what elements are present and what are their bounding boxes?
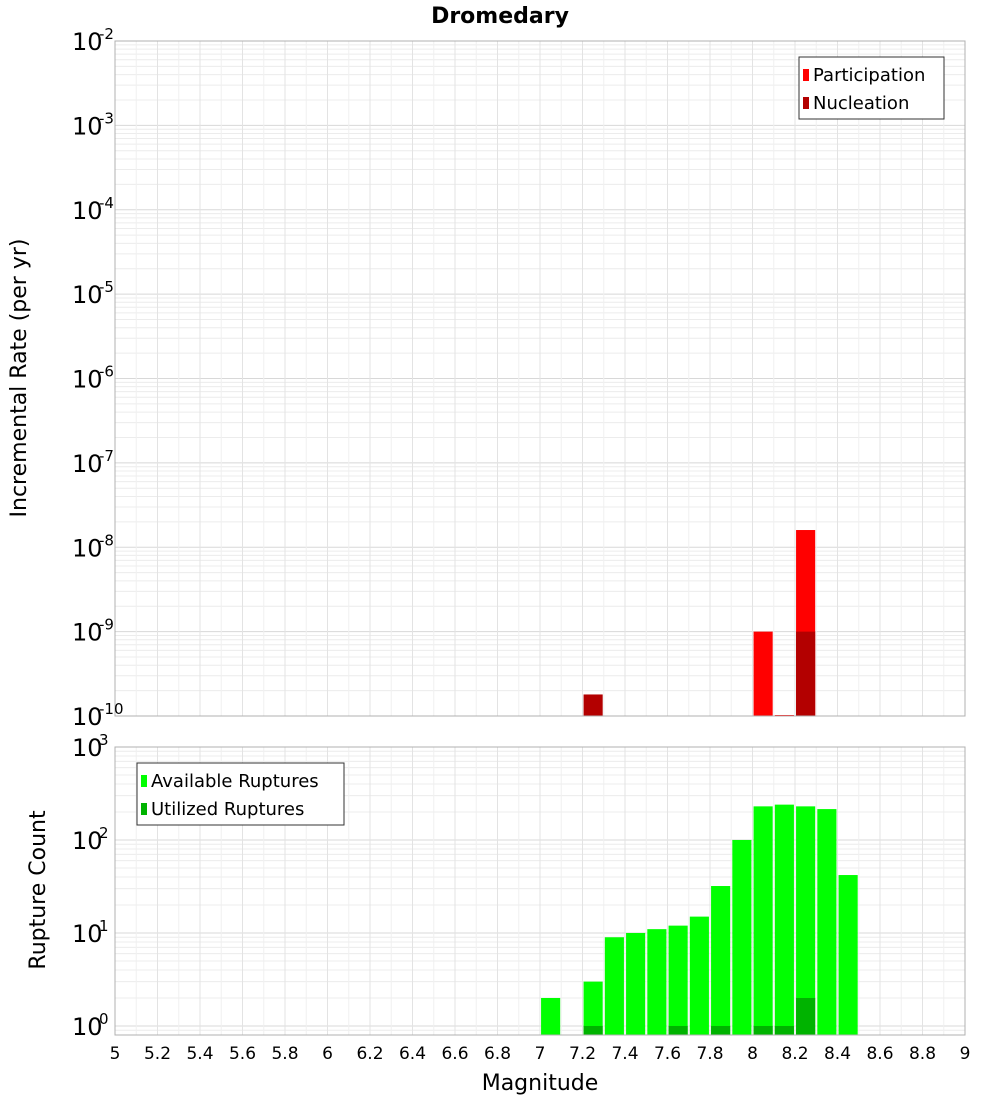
x-axis-label: Magnitude (482, 1071, 599, 1096)
y-tick-exponent: -4 (99, 194, 114, 212)
legend-label: Participation (813, 65, 925, 86)
legend-label: Available Ruptures (151, 771, 319, 792)
y-tick-exponent: -8 (99, 531, 114, 549)
bar-utilized-ruptures (711, 1025, 731, 1035)
x-tick-label: 5.6 (229, 1044, 256, 1064)
bar-nucleation (796, 631, 816, 716)
chart-title: Dromedary (431, 4, 569, 29)
legend-label: Nucleation (813, 93, 909, 114)
y-tick-label: 10 (72, 534, 103, 562)
y-tick-label: 10 (72, 450, 103, 478)
bar-available-ruptures (668, 925, 688, 1035)
y-tick-label: 10 (72, 112, 103, 140)
y-tick-exponent: 1 (99, 917, 109, 935)
x-tick-label: 8 (747, 1044, 758, 1064)
bar-available-ruptures (774, 804, 794, 1035)
x-tick-label: 7.2 (569, 1044, 596, 1064)
y-tick-exponent: 2 (99, 824, 109, 842)
top-y-axis-label: Incremental Rate (per yr) (7, 239, 32, 518)
plot-frame (114, 40, 966, 717)
y-tick-exponent: -5 (99, 278, 114, 296)
bar-available-ruptures (732, 839, 752, 1035)
x-tick-label: 5.4 (186, 1044, 213, 1064)
bar-available-ruptures (604, 937, 624, 1035)
bar-utilized-ruptures (774, 1025, 794, 1035)
legend-box (798, 56, 945, 120)
x-tick-label: 7 (535, 1044, 546, 1064)
y-tick-exponent: -9 (99, 616, 114, 634)
y-tick-label: 10 (72, 734, 103, 762)
x-tick-label: 6.8 (484, 1044, 511, 1064)
legend-swatch (803, 97, 809, 109)
y-tick-exponent: 0 (99, 1010, 109, 1028)
x-tick-label: 7.6 (654, 1044, 681, 1064)
bar-available-ruptures (647, 929, 667, 1035)
x-tick-label: 6.2 (356, 1044, 383, 1064)
bar-available-ruptures (541, 997, 561, 1035)
legend-box (136, 762, 345, 826)
x-tick-label: 6.6 (441, 1044, 468, 1064)
y-tick-exponent: -6 (99, 363, 114, 381)
y-tick-exponent: -10 (99, 700, 124, 718)
legend-swatch (803, 69, 809, 81)
bar-available-ruptures (689, 916, 709, 1035)
x-tick-label: 8.6 (866, 1044, 893, 1064)
x-tick-label: 6.4 (399, 1044, 426, 1064)
y-tick-label: 10 (72, 28, 103, 56)
bar-available-ruptures (626, 932, 646, 1035)
x-tick-label: 6 (322, 1044, 333, 1064)
x-tick-label: 8.8 (909, 1044, 936, 1064)
x-tick-label: 7.4 (611, 1044, 638, 1064)
bar-utilized-ruptures (583, 1025, 603, 1035)
bar-available-ruptures (711, 886, 731, 1035)
x-tick-label: 5.8 (271, 1044, 298, 1064)
x-tick-label: 9 (960, 1044, 971, 1064)
bottom-y-axis-label: Rupture Count (26, 810, 51, 970)
y-tick-label: 10 (72, 619, 103, 647)
y-tick-label: 10 (72, 827, 103, 855)
y-tick-exponent: -3 (99, 109, 114, 127)
x-tick-label: 5.2 (144, 1044, 171, 1064)
y-tick-label: 10 (72, 703, 103, 731)
x-tick-label: 8.4 (824, 1044, 851, 1064)
bar-participation (753, 631, 773, 716)
legend-label: Utilized Ruptures (151, 799, 304, 820)
bar-utilized-ruptures (668, 1025, 688, 1035)
legend-swatch (141, 803, 147, 815)
bar-available-ruptures (583, 981, 603, 1035)
bar-available-ruptures (753, 806, 773, 1035)
y-tick-label: 10 (72, 366, 103, 394)
y-tick-label: 10 (72, 281, 103, 309)
x-tick-label: 5 (110, 1044, 121, 1064)
x-tick-label: 8.2 (781, 1044, 808, 1064)
bar-utilized-ruptures (796, 997, 816, 1035)
y-tick-label: 10 (72, 920, 103, 948)
y-tick-exponent: -7 (99, 447, 114, 465)
bar-available-ruptures (838, 875, 858, 1035)
y-tick-label: 10 (72, 197, 103, 225)
plot-frame (114, 746, 966, 1036)
y-tick-label: 10 (72, 1013, 103, 1041)
bar-utilized-ruptures (753, 1025, 773, 1035)
y-tick-exponent: 3 (99, 731, 109, 749)
y-tick-exponent: -2 (99, 25, 114, 43)
legend-swatch (141, 775, 147, 787)
bar-available-ruptures (796, 806, 816, 1035)
rate-plot-panel: 10-210-310-410-510-610-710-810-910-10Par… (72, 25, 966, 731)
bar-nucleation (583, 694, 603, 716)
x-tick-label: 7.8 (696, 1044, 723, 1064)
bar-available-ruptures (817, 809, 837, 1035)
